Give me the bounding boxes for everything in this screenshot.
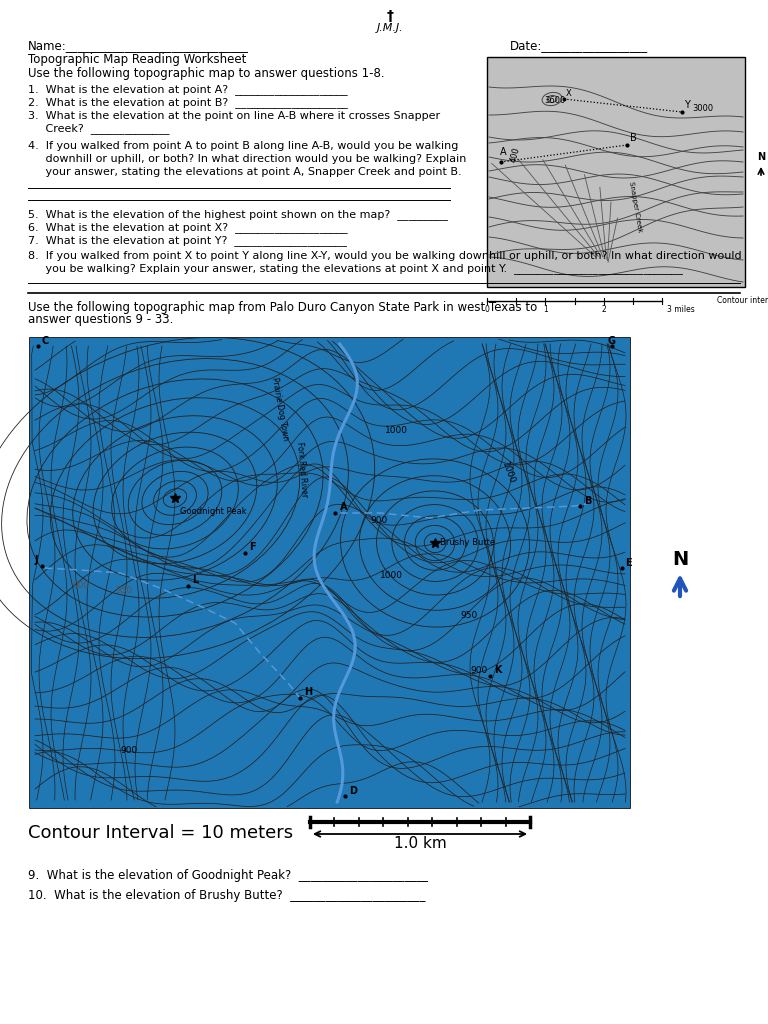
Text: Name:_______________________________: Name:_______________________________ [28,40,249,52]
Text: 8.  If you walked from point X to point Y along line X-Y, would you be walking d: 8. If you walked from point X to point Y… [28,251,742,261]
Text: 400: 400 [509,146,521,164]
Text: G: G [608,336,616,346]
Text: answer questions 9 - 33.: answer questions 9 - 33. [28,313,174,327]
Text: J: J [35,555,38,565]
Text: 900: 900 [120,746,137,755]
Text: 900: 900 [72,581,89,590]
Text: A: A [500,147,507,157]
Text: B: B [584,496,591,506]
Text: 2: 2 [601,305,606,314]
Text: 1000: 1000 [385,426,408,435]
Text: 10.  What is the elevation of Brushy Butte?  _______________________: 10. What is the elevation of Brushy Butt… [28,890,425,902]
Text: 7.  What is the elevation at point Y?  ____________________: 7. What is the elevation at point Y? ___… [28,236,347,247]
Text: 950: 950 [115,586,132,595]
Text: X: X [566,89,571,98]
Text: 4.  If you walked from point A to point B along line A-B, would you be walking: 4. If you walked from point A to point B… [28,141,458,151]
Text: L: L [192,575,198,585]
Bar [30,338,630,808]
Text: Contour interval = 100 feet: Contour interval = 100 feet [717,296,768,305]
Text: Fork Red River: Fork Red River [295,441,309,498]
Text: 950: 950 [460,611,477,620]
Text: A: A [340,502,347,512]
Text: 0: 0 [485,305,489,314]
Text: Creek?  ______________: Creek? ______________ [28,124,170,134]
Text: C: C [42,336,49,346]
Text: 900: 900 [370,516,387,525]
Text: D: D [349,786,357,796]
Text: Y: Y [684,100,690,110]
Text: Brushy Butte: Brushy Butte [440,538,495,547]
Text: Contour Interval = 10 meters: Contour Interval = 10 meters [28,824,293,842]
Text: 9.  What is the elevation of Goodnight Peak?  ______________________: 9. What is the elevation of Goodnight Pe… [28,869,428,883]
Text: J.M.J.: J.M.J. [376,23,403,33]
Text: 1000: 1000 [500,461,516,485]
Text: 3000: 3000 [692,104,713,113]
Text: K: K [494,665,502,675]
Text: 5.  What is the elevation of the highest point shown on the map?  _________: 5. What is the elevation of the highest … [28,210,448,220]
Text: Date:__________________: Date:__________________ [510,40,648,52]
Text: you be walking? Explain your answer, stating the elevations at point X and point: you be walking? Explain your answer, sta… [28,263,683,274]
Text: Use the following topographic map to answer questions 1-8.: Use the following topographic map to ans… [28,67,385,80]
Text: Goodnight Peak: Goodnight Peak [180,507,247,516]
Text: 3600: 3600 [544,96,565,105]
Text: Use the following topographic map from Palo Duro Canyon State Park in west Texas: Use the following topographic map from P… [28,300,538,313]
Text: Snapper Creek: Snapper Creek [627,180,642,232]
Text: 1: 1 [543,305,548,314]
Text: 1.  What is the elevation at point A?  ____________________: 1. What is the elevation at point A? ___… [28,85,348,95]
Text: E: E [625,558,631,568]
Text: Topographic Map Reading Worksheet: Topographic Map Reading Worksheet [28,53,247,67]
Text: downhill or uphill, or both? In what direction would you be walking? Explain: downhill or uphill, or both? In what dir… [28,154,466,164]
Text: F: F [249,542,256,552]
Text: Prairie Dog Town: Prairie Dog Town [270,376,290,441]
Text: H: H [304,687,312,697]
Text: 6.  What is the elevation at point X?  ____________________: 6. What is the elevation at point X? ___… [28,222,348,233]
Bar [487,57,745,287]
Text: 2.  What is the elevation at point B?  ____________________: 2. What is the elevation at point B? ___… [28,97,348,109]
Text: 1000: 1000 [380,571,403,580]
Text: 3 miles: 3 miles [667,305,695,314]
Text: N: N [672,550,688,569]
Bar [30,338,630,808]
Text: 3.  What is the elevation at the point on line A-B where it crosses Snapper: 3. What is the elevation at the point on… [28,111,440,121]
Text: 1.0 km: 1.0 km [394,837,446,852]
Text: B: B [630,133,637,143]
Text: N: N [757,152,765,162]
Text: your answer, stating the elevations at point A, Snapper Creek and point B.: your answer, stating the elevations at p… [28,167,462,177]
Text: †: † [386,9,393,23]
Text: 900: 900 [470,666,487,675]
